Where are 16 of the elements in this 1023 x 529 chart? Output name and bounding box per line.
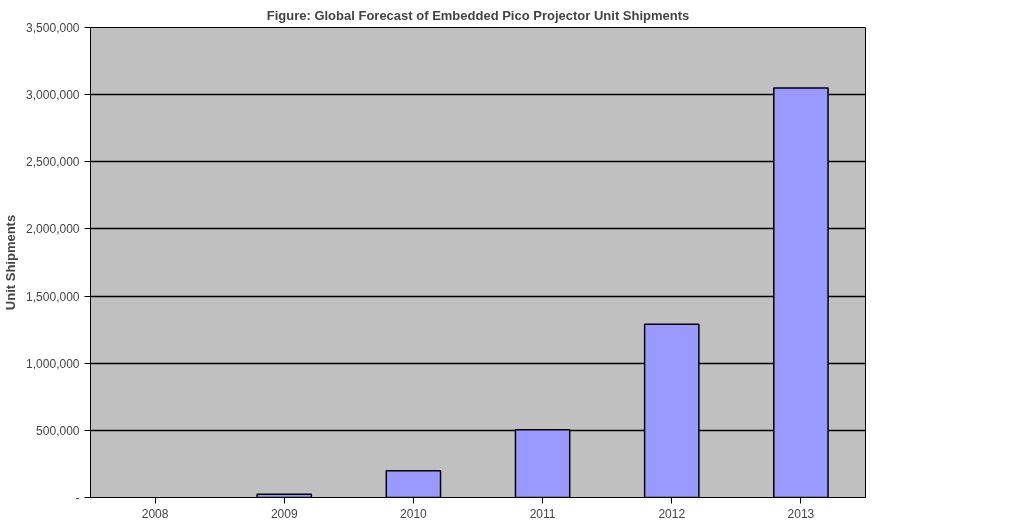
y-tick-label: 3,500,000	[26, 21, 80, 35]
x-tick-label: 2013	[787, 506, 815, 521]
x-tick-label: 2011	[529, 506, 556, 521]
y-axis-title: Unit Shipments	[3, 214, 19, 311]
chart-title: Figure: Global Forecast of Embedded Pico Projector Unit Shipments	[266, 7, 690, 23]
y-tick-label: 2,500,000	[26, 155, 80, 170]
x-tick-label: 2012	[658, 506, 686, 521]
y-tick-label: -	[75, 491, 80, 505]
x-tick-label: 2009	[270, 506, 298, 521]
y-tick-label: 1,500,000	[26, 289, 80, 304]
x-tick-label: 2008	[141, 506, 169, 521]
y-tick-label: 3,000,000	[26, 88, 80, 103]
x-tick-label: 2010	[400, 506, 428, 521]
y-tick-label: 1,000,000	[26, 356, 80, 371]
y-tick-label: 2,000,000	[26, 222, 80, 237]
y-tick-label: 500,000	[36, 423, 80, 438]
